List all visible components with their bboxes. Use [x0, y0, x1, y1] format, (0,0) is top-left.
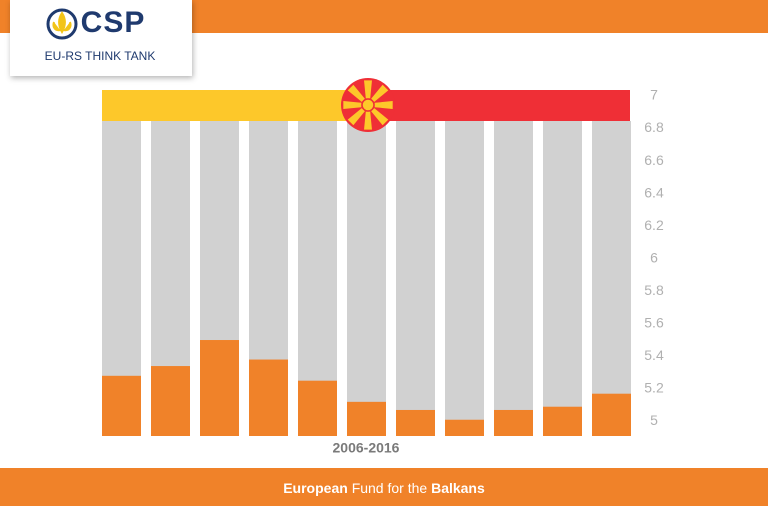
y-tick-label: 5.2: [644, 380, 664, 396]
y-tick-label: 5.6: [644, 314, 664, 330]
bar: [200, 340, 239, 436]
flag-emblem: [341, 78, 395, 132]
logo-tagline: EU-RS THINK TANK: [45, 49, 156, 63]
footer-first: European: [283, 480, 348, 496]
footer-last: Balkans: [431, 480, 485, 496]
y-tick-label: 6.2: [644, 217, 664, 233]
bar: [494, 409, 533, 436]
emblem-ray: [343, 101, 362, 109]
bar: [347, 401, 386, 436]
bar: [102, 375, 141, 436]
y-tick-label: 6.6: [644, 152, 664, 168]
y-tick-label: 6.8: [644, 119, 664, 135]
plot: [102, 121, 631, 436]
bar: [298, 380, 337, 436]
emblem-ray: [374, 101, 393, 109]
logo-text: CSP: [81, 6, 146, 39]
bar-background: [592, 121, 631, 436]
bar: [151, 366, 190, 436]
emblem-center: [361, 98, 375, 112]
bar: [592, 393, 631, 436]
emblem-ray: [364, 111, 372, 130]
bar-background: [543, 121, 582, 436]
bar-background: [494, 121, 533, 436]
emblem-ray: [371, 84, 389, 102]
y-tick-label: 5: [650, 412, 658, 428]
emblem-ray: [364, 80, 372, 99]
y-tick-label: 7: [650, 87, 658, 103]
bar-background: [445, 121, 484, 436]
bar: [445, 419, 484, 436]
y-tick-label: 6.4: [644, 184, 664, 200]
flag-band-left: [102, 90, 368, 121]
y-tick-label: 5.8: [644, 282, 664, 298]
footer-middle: Fund for the: [352, 480, 428, 496]
y-tick-label: 5.4: [644, 347, 664, 363]
bar: [543, 406, 582, 436]
flag-band-right: [368, 90, 630, 121]
emblem-ray: [347, 84, 365, 102]
bar: [249, 359, 288, 436]
logo-box: [10, 0, 192, 76]
footer-text: European Fund for the Balkans: [283, 480, 485, 496]
bar-background: [347, 121, 386, 436]
bar-background: [396, 121, 435, 436]
footer-band: [0, 468, 768, 506]
emblem-ray: [371, 108, 389, 126]
bar: [396, 409, 435, 436]
emblem-ray: [347, 108, 365, 126]
y-tick-label: 6: [650, 249, 658, 265]
logo-icon: [46, 8, 78, 40]
x-axis-label: 2006-2016: [333, 440, 400, 456]
